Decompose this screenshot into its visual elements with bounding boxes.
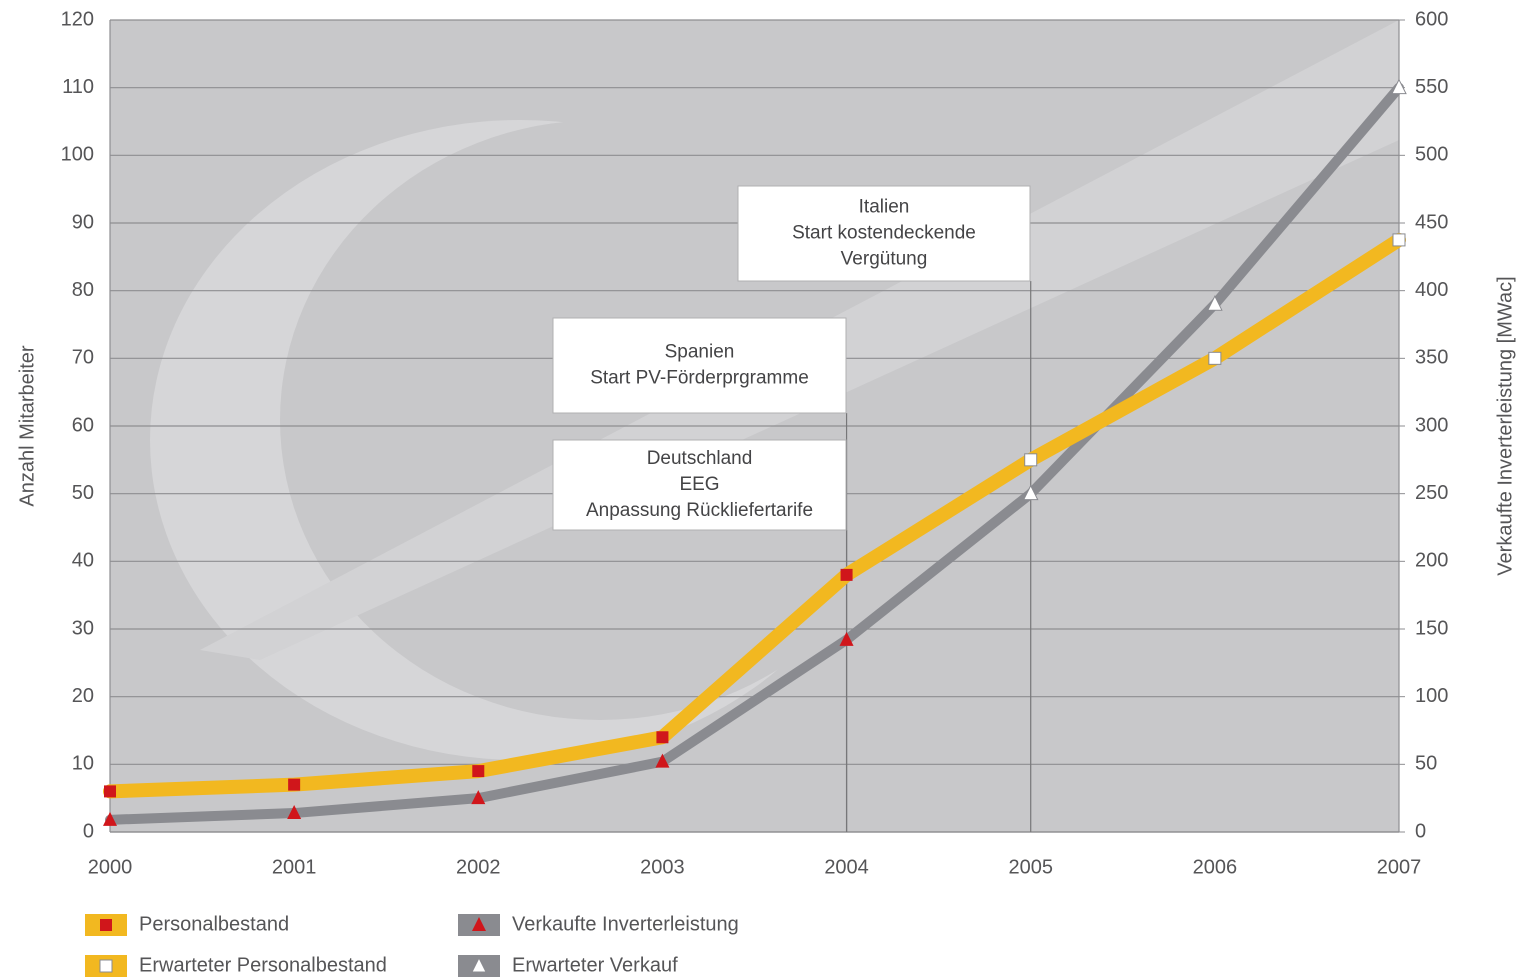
marker [100, 919, 112, 931]
annotation-text: Start kostendeckende [792, 223, 976, 244]
y2-tick-label: 50 [1415, 753, 1437, 775]
marker [1208, 351, 1222, 365]
marker [471, 790, 486, 805]
marker [1207, 295, 1223, 311]
marker [1024, 453, 1038, 467]
marker [287, 805, 302, 820]
y2-tick-label: 300 [1415, 414, 1448, 436]
y-tick-label: 120 [61, 8, 94, 30]
y-tick-label: 10 [72, 753, 94, 775]
y2-tick-label: 200 [1415, 550, 1448, 572]
annotation-box [552, 317, 847, 414]
y2-tick-label: 150 [1415, 617, 1448, 639]
annotation-text: Vergütung [841, 249, 928, 270]
y-tick-label: 20 [72, 685, 94, 707]
annotation-box [737, 185, 1031, 282]
annotation-text: Deutschland [647, 448, 753, 469]
marker [472, 917, 486, 931]
legend-label: Erwarteter Personalbestand [139, 954, 387, 976]
marker [99, 959, 113, 973]
y-tick-label: 70 [72, 347, 94, 369]
y2-tick-label: 250 [1415, 482, 1448, 504]
y2-tick-label: 400 [1415, 279, 1448, 301]
y-tick-label: 50 [72, 482, 94, 504]
marker [104, 785, 116, 798]
annotation-box [552, 439, 847, 531]
marker [471, 956, 487, 973]
y-tick-label: 80 [72, 279, 94, 301]
y-tick-label: 30 [72, 617, 94, 639]
y2-tick-label: 550 [1415, 76, 1448, 98]
y2-tick-label: 0 [1415, 820, 1426, 842]
marker [472, 765, 485, 778]
legend-label: Verkaufte Inverterleistung [512, 913, 739, 935]
annotation-text: Italien [859, 197, 910, 218]
x-tick-label: 2000 [88, 856, 133, 878]
y2-axis-title: Verkaufte Inverterleistung [MWac] [1494, 276, 1516, 575]
annotation-text: Start PV-Förderprgramme [590, 368, 809, 389]
y-tick-label: 90 [72, 211, 94, 233]
y2-tick-label: 350 [1415, 347, 1448, 369]
legend-label: Personalbestand [139, 913, 289, 935]
marker [1391, 78, 1407, 95]
y-tick-label: 40 [72, 550, 94, 572]
marker [1022, 484, 1039, 501]
x-tick-label: 2005 [1008, 856, 1053, 878]
x-tick-label: 2007 [1377, 856, 1422, 878]
x-tick-label: 2004 [824, 856, 869, 878]
x-tick-label: 2002 [456, 856, 501, 878]
series-connector [839, 452, 1038, 582]
marker [656, 731, 669, 744]
y2-tick-label: 500 [1415, 144, 1448, 166]
marker [288, 778, 301, 791]
y-tick-label: 60 [72, 414, 94, 436]
legend-label: Erwarteter Verkauf [512, 954, 678, 976]
marker [655, 753, 670, 768]
y-tick-label: 110 [62, 76, 94, 98]
y2-tick-label: 100 [1415, 685, 1448, 707]
annotation-text: Anpassung Rückliefertarife [586, 500, 813, 521]
marker [839, 631, 854, 646]
marker [103, 811, 117, 826]
y-tick-label: 100 [61, 144, 94, 166]
x-tick-label: 2001 [272, 856, 317, 878]
marker [1392, 233, 1406, 247]
y2-tick-label: 450 [1415, 211, 1448, 233]
y-tick-label: 0 [83, 820, 94, 842]
annotation-text: EEG [679, 474, 719, 495]
y-axis-title: Anzahl Mitarbeiter [16, 345, 38, 507]
annotation-text: Spanien [665, 342, 735, 363]
series-connector [841, 488, 1036, 645]
x-tick-label: 2003 [640, 856, 685, 878]
x-tick-label: 2006 [1193, 856, 1238, 878]
marker [840, 568, 853, 581]
y2-tick-label: 600 [1415, 8, 1448, 30]
